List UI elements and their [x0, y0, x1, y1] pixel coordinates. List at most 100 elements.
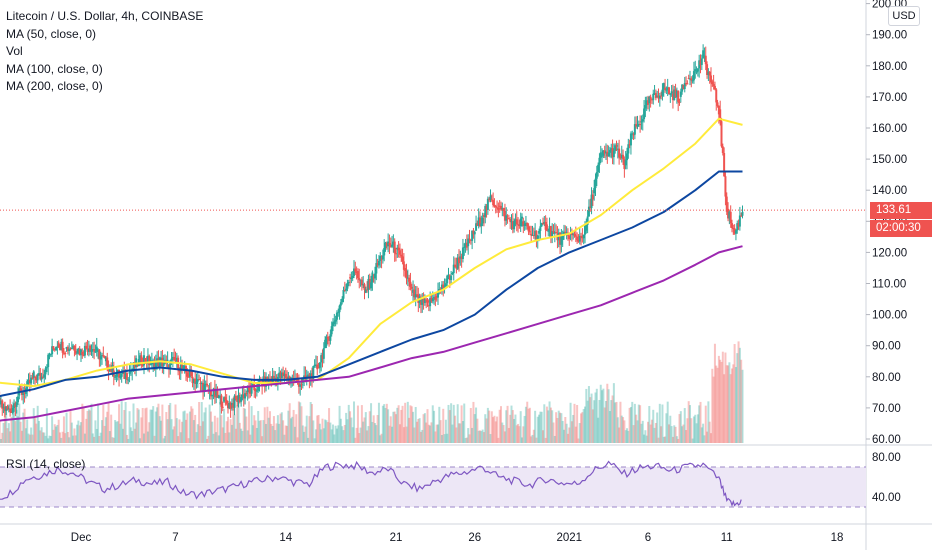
volume-bar [661, 404, 664, 443]
volume-bar [135, 422, 138, 443]
candle-body [581, 236, 584, 239]
volume-bar [262, 420, 265, 443]
volume-bar [473, 414, 476, 443]
legend-ma200[interactable]: MA (200, close, 0) [6, 79, 103, 93]
candle-body [731, 223, 733, 229]
volume-bar [406, 401, 409, 443]
volume-bar [0, 438, 2, 443]
volume-bar [469, 408, 472, 443]
legend-ma50[interactable]: MA (50, close, 0) [6, 26, 97, 41]
volume-bar [608, 411, 611, 443]
volume-bar [61, 431, 64, 443]
volume-bar [633, 403, 636, 443]
volume-bar [528, 407, 531, 443]
volume-bar [208, 404, 211, 443]
candle-body [124, 372, 127, 379]
volume-bar [543, 404, 546, 443]
volume-bar [666, 401, 669, 443]
candle-body [540, 223, 543, 227]
candle-body [300, 384, 303, 386]
volume-bar [116, 421, 119, 443]
candle-body [657, 95, 660, 99]
candle-body [498, 205, 501, 207]
volume-bar [544, 437, 547, 443]
candle-body [622, 154, 625, 160]
volume-bar [271, 425, 274, 443]
volume-bar [351, 427, 354, 443]
rsi-line [0, 460, 742, 508]
volume-bar [154, 411, 157, 443]
candle-body [194, 378, 197, 384]
candle-body [356, 271, 359, 278]
candle-body [322, 348, 325, 359]
volume-bar [55, 426, 58, 443]
volume-bar [622, 417, 625, 443]
volume-bar [719, 359, 722, 443]
candle-body [679, 91, 682, 97]
currency-unit-label[interactable]: USD [888, 6, 920, 26]
candle-body [708, 71, 711, 76]
candle-body [187, 376, 190, 378]
candle-body [552, 231, 555, 233]
candle-body [169, 360, 172, 370]
candle-body [421, 297, 424, 305]
volume-bar [103, 425, 106, 443]
legend-volume[interactable]: Vol [6, 44, 23, 58]
candle-body [325, 336, 328, 346]
volume-bar [636, 420, 639, 443]
candle-body [215, 390, 218, 396]
candle-body [0, 400, 2, 405]
candle-body [206, 383, 208, 386]
volume-bar [485, 418, 488, 443]
volume-bar [576, 404, 579, 443]
volume-bar [391, 426, 394, 443]
candle-body [451, 273, 454, 275]
volume-bar [547, 410, 550, 443]
volume-bar [291, 416, 294, 443]
volume-bar [153, 435, 156, 443]
volume-bar [423, 413, 426, 443]
volume-bar [631, 401, 634, 443]
volume-bar [419, 431, 422, 443]
candle-body [396, 247, 399, 250]
candle-body [686, 83, 689, 85]
volume-bar [702, 423, 705, 443]
volume-bar [590, 393, 593, 443]
volume-bar [620, 415, 623, 443]
volume-bar [338, 405, 341, 443]
volume-bar [664, 436, 667, 443]
candle-body [89, 345, 92, 352]
volume-bar [728, 362, 731, 443]
price-tick-label: 100.00 [872, 310, 907, 322]
rsi-legend[interactable]: RSI (14, close) [6, 457, 86, 471]
volume-bar [601, 390, 604, 443]
volume-bar [290, 418, 292, 443]
candle-body [69, 348, 72, 350]
candle-body [139, 355, 142, 360]
volume-bar [472, 401, 475, 443]
candle-body [72, 345, 75, 348]
volume-bar [178, 419, 181, 443]
legend-ma100[interactable]: MA (100, close, 0) [6, 61, 103, 76]
volume-bar [177, 436, 180, 443]
candle-body [681, 84, 684, 92]
candle-body [661, 89, 664, 96]
candle-body [484, 205, 487, 218]
volume-bar [452, 404, 455, 443]
candle-body [55, 347, 58, 351]
volume-bar [9, 431, 12, 443]
volume-bar [219, 401, 222, 443]
volume-bar [78, 425, 81, 443]
candle-body [287, 376, 290, 380]
volume-bar [124, 401, 127, 443]
candle-body [384, 242, 387, 248]
candle-body [144, 358, 147, 362]
volume-bar [48, 435, 51, 443]
candle-body [732, 228, 735, 230]
volume-bar [354, 437, 357, 443]
candle-body [501, 208, 504, 210]
candle-body [633, 124, 636, 135]
volume-bar [614, 402, 617, 443]
candle-body [538, 230, 541, 234]
